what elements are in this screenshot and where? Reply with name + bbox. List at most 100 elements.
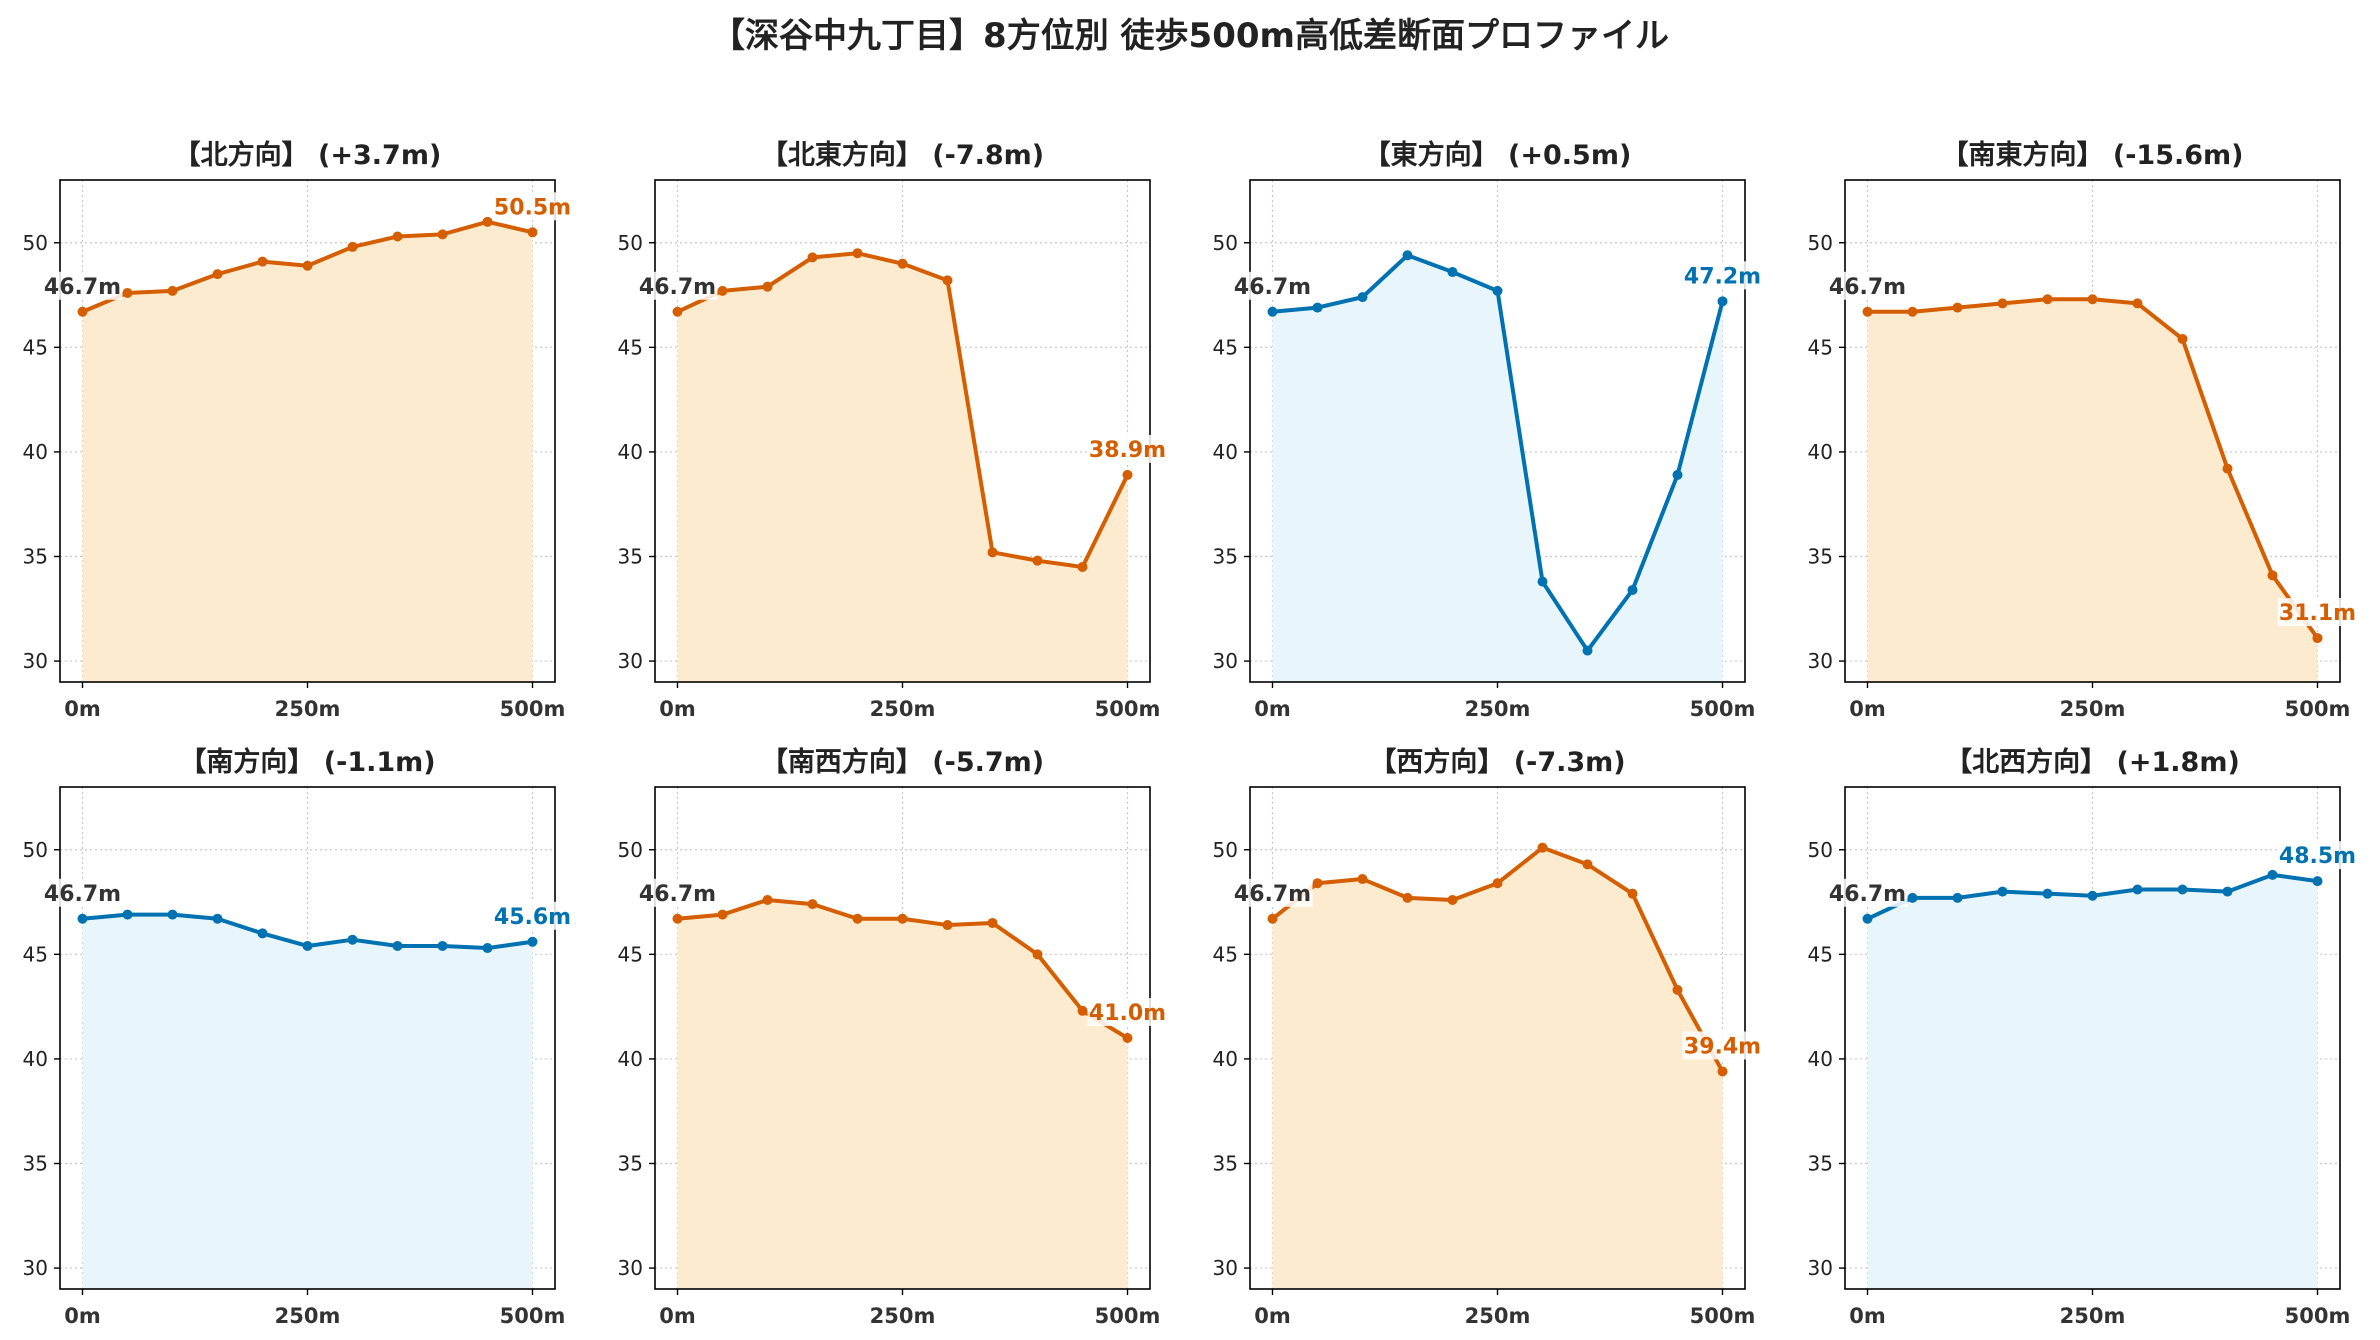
data-point: [1492, 285, 1503, 296]
panel-title: 【北方向】 (+3.7m): [174, 139, 442, 171]
data-point: [1537, 842, 1548, 853]
x-tick-label: 0m: [64, 697, 101, 721]
x-tick-label: 0m: [1254, 697, 1291, 721]
data-point: [1122, 469, 1133, 480]
data-point: [392, 940, 403, 951]
data-point: [1267, 913, 1278, 924]
data-point: [77, 306, 88, 317]
end-label: 41.0m: [1089, 1001, 1166, 1026]
y-tick-label: 45: [23, 335, 48, 359]
data-point: [762, 281, 773, 292]
figure-title: 【深谷中九丁目】8方位別 徒歩500m高低差断面プロファイル: [711, 16, 1669, 56]
x-tick-label: 250m: [275, 1304, 341, 1328]
data-point: [122, 287, 133, 298]
data-point: [1862, 306, 1873, 317]
data-point: [257, 256, 268, 267]
data-point: [717, 285, 728, 296]
data-point: [1997, 886, 2008, 897]
data-point: [807, 252, 818, 263]
start-label: 46.7m: [1829, 882, 1906, 907]
data-point: [1627, 584, 1638, 595]
data-point: [1907, 892, 1918, 903]
end-label-bg: [1087, 434, 1168, 463]
start-label: 46.7m: [44, 275, 121, 300]
panel-title: 【南方向】 (-1.1m): [179, 746, 435, 778]
data-point: [302, 260, 313, 271]
start-label-bg: [1827, 271, 1908, 300]
end-label: 50.5m: [494, 195, 571, 220]
elevation-area: [677, 253, 1128, 683]
data-point: [1447, 267, 1458, 278]
y-tick-label: 40: [23, 440, 48, 464]
y-tick-label: 50: [618, 838, 643, 862]
y-tick-label: 30: [1808, 1256, 1833, 1280]
data-point: [302, 940, 313, 951]
x-tick-label: 500m: [1095, 1304, 1161, 1328]
data-point: [1312, 878, 1323, 889]
data-point: [1312, 302, 1323, 313]
data-point: [2267, 869, 2278, 880]
data-point: [1357, 292, 1368, 303]
data-point: [807, 899, 818, 910]
x-tick-label: 500m: [2285, 1304, 2351, 1328]
data-point: [1402, 250, 1413, 261]
data-point: [987, 917, 998, 928]
x-tick-label: 500m: [500, 697, 566, 721]
end-label: 47.2m: [1684, 264, 1761, 289]
x-tick-label: 250m: [2060, 1304, 2126, 1328]
y-tick-label: 40: [618, 1047, 643, 1071]
data-point: [1672, 984, 1683, 995]
x-tick-label: 250m: [1465, 697, 1531, 721]
panel-title: 【西方向】 (-7.3m): [1369, 746, 1625, 778]
data-point: [122, 909, 133, 920]
y-tick-label: 30: [23, 1256, 48, 1280]
panel-title: 【東方向】 (+0.5m): [1364, 139, 1632, 171]
data-point: [2267, 570, 2278, 581]
elevation-area: [1867, 299, 2318, 682]
data-point: [1907, 306, 1918, 317]
y-tick-label: 45: [1808, 942, 1833, 966]
data-point: [1122, 1033, 1133, 1043]
x-tick-label: 250m: [275, 697, 341, 721]
data-point: [1717, 296, 1728, 307]
data-point: [527, 936, 538, 947]
data-point: [347, 934, 358, 945]
x-tick-label: 500m: [1690, 1304, 1756, 1328]
start-label-bg: [637, 271, 718, 300]
data-point: [347, 241, 358, 252]
end-label: 38.9m: [1089, 438, 1166, 463]
data-point: [1997, 298, 2008, 309]
data-point: [852, 913, 863, 924]
x-tick-label: 250m: [1465, 1304, 1531, 1328]
data-point: [167, 909, 178, 920]
data-point: [482, 216, 493, 227]
start-label-bg: [1232, 878, 1313, 907]
elevation-area: [82, 221, 533, 683]
y-tick-label: 30: [618, 649, 643, 673]
data-point: [482, 943, 493, 954]
data-point: [2132, 298, 2143, 309]
x-tick-label: 500m: [2285, 697, 2351, 721]
y-tick-label: 50: [618, 231, 643, 255]
data-point: [1952, 892, 1963, 903]
x-tick-label: 250m: [2060, 697, 2126, 721]
data-point: [942, 275, 953, 286]
x-tick-label: 0m: [1849, 1304, 1886, 1328]
data-point: [897, 913, 908, 924]
data-point: [1077, 1005, 1088, 1016]
data-point: [1582, 859, 1593, 870]
end-label: 31.1m: [2279, 601, 2356, 626]
x-tick-label: 500m: [500, 1304, 566, 1328]
start-label: 46.7m: [1829, 275, 1906, 300]
end-label-bg: [492, 901, 573, 930]
y-tick-label: 30: [1213, 649, 1238, 673]
data-point: [1717, 1066, 1728, 1077]
y-tick-label: 35: [1213, 1152, 1238, 1176]
y-tick-label: 35: [1808, 545, 1833, 569]
y-tick-label: 40: [1808, 440, 1833, 464]
start-label: 46.7m: [639, 275, 716, 300]
data-point: [2042, 294, 2053, 305]
